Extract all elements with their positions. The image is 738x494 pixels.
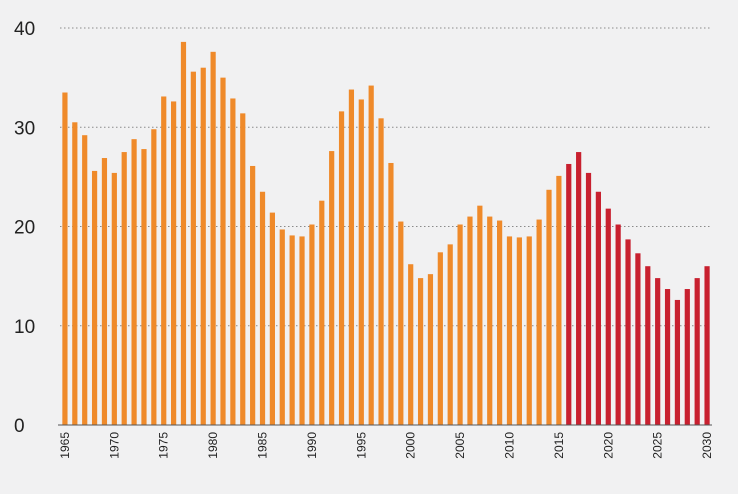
bar-2027 <box>674 299 681 425</box>
bar-1998 <box>388 162 394 426</box>
bar-1989 <box>299 236 305 425</box>
gridlines <box>60 27 710 327</box>
x-tick-label: 1970 <box>107 432 121 459</box>
bar-2009 <box>497 220 503 425</box>
bar-2015 <box>556 175 562 425</box>
bar-1967 <box>82 135 88 425</box>
bar-2017 <box>576 152 582 425</box>
bar-2019 <box>595 191 601 425</box>
x-tick-label: 2010 <box>503 432 517 459</box>
y-tick-label: 20 <box>14 218 35 239</box>
bar-1995 <box>358 99 364 426</box>
x-tick-label: 2025 <box>651 432 665 459</box>
bar-1969 <box>101 158 108 425</box>
y-tick-label: 40 <box>14 19 35 40</box>
bar-1988 <box>289 235 295 425</box>
bar-1990 <box>309 224 315 425</box>
bar-1972 <box>131 139 137 425</box>
bar-1981 <box>220 77 226 426</box>
y-tick-label: 0 <box>14 416 25 437</box>
bar-2003 <box>437 252 443 425</box>
bar-2004 <box>447 244 453 425</box>
x-tick-label: 2020 <box>601 432 615 459</box>
bar-2020 <box>605 208 611 425</box>
x-tick-label: 1965 <box>58 432 72 459</box>
bar-1980 <box>210 51 216 425</box>
bar-2026 <box>664 289 671 425</box>
bar-2022 <box>625 239 631 425</box>
bars <box>62 41 710 426</box>
bar-2012 <box>526 236 532 425</box>
y-tick-label: 30 <box>14 118 35 139</box>
x-tick-label: 2005 <box>453 432 467 459</box>
bar-1986 <box>269 212 275 425</box>
bar-1997 <box>378 118 384 425</box>
bar-1985 <box>259 191 266 425</box>
bar-1982 <box>230 98 236 425</box>
bar-1976 <box>171 101 177 425</box>
bar-2013 <box>536 219 542 425</box>
y-tick-label: 10 <box>14 317 35 338</box>
bar-2001 <box>417 278 424 425</box>
bar-2008 <box>487 216 493 425</box>
bar-2000 <box>408 264 414 425</box>
x-tick-label: 2015 <box>552 432 566 459</box>
bar-2029 <box>694 278 700 425</box>
bar-1979 <box>200 67 206 425</box>
bar-1996 <box>368 85 374 425</box>
bar-2023 <box>635 253 641 425</box>
bar-2024 <box>645 266 651 425</box>
x-tick-label: 2030 <box>700 432 714 459</box>
bar-2002 <box>427 274 434 425</box>
bar-2028 <box>684 289 690 425</box>
bar-2025 <box>655 278 661 425</box>
bar-2011 <box>516 237 522 425</box>
bar-2010 <box>506 236 513 425</box>
bar-1978 <box>190 71 196 426</box>
bar-2005 <box>457 224 463 425</box>
bar-1999 <box>398 221 404 425</box>
bar-2030 <box>704 266 710 425</box>
bar-1975 <box>161 96 167 425</box>
bar-1993 <box>338 111 345 426</box>
x-axis-ticks: 1965 1970 1975 1980 1985 1990 1995 2000 2005 2010… <box>58 432 714 459</box>
bar-1968 <box>91 170 98 425</box>
x-tick-label: 2000 <box>404 432 418 459</box>
bar-1965 <box>62 92 68 425</box>
bar-2014 <box>546 189 552 425</box>
bar-1994 <box>348 89 355 425</box>
bar-2018 <box>585 172 592 425</box>
bar-1974 <box>151 129 157 426</box>
x-tick-label: 1980 <box>206 432 220 459</box>
bar-2006 <box>467 216 473 425</box>
bar-2007 <box>477 205 483 425</box>
x-tick-label: 1990 <box>305 432 319 459</box>
bar-1991 <box>319 200 325 425</box>
bar-1971 <box>121 152 127 425</box>
bar-1984 <box>250 165 256 425</box>
bar-1966 <box>72 122 78 425</box>
y-axis-ticks: 0 10 20 30 40 <box>14 19 35 437</box>
bar-1992 <box>329 151 335 425</box>
bar-1987 <box>279 229 285 425</box>
x-tick-label: 1975 <box>157 432 171 459</box>
bar-1973 <box>141 149 147 425</box>
bar-1970 <box>111 172 117 425</box>
bar-2021 <box>615 224 621 425</box>
x-tick-label: 1985 <box>256 432 270 459</box>
x-tick-label: 1995 <box>354 432 368 459</box>
bar-2016 <box>566 163 572 425</box>
bar-1983 <box>240 113 246 426</box>
bar-1977 <box>180 41 187 425</box>
